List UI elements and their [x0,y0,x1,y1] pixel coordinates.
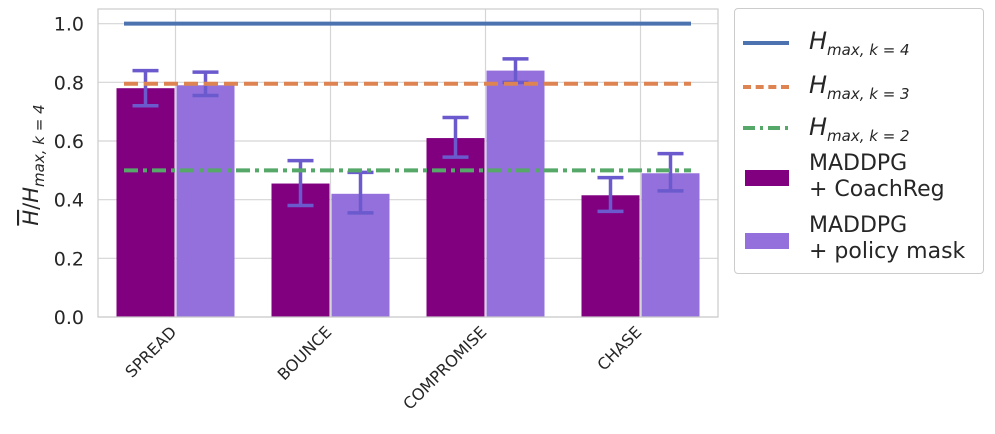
x-tick-labels: SPREAD BOUNCE COMPROMISE CHASE [121,322,645,413]
x-tick-label: BOUNCE [274,322,336,384]
x-tick-label: SPREAD [121,322,180,381]
y-tick-label: 0.4 [54,190,84,212]
legend-label-coachreg: MADDPG + CoachReg [809,151,945,202]
bar [581,195,640,317]
x-tick-label: COMPROMISE [399,322,490,413]
bar [116,88,175,317]
legend-swatch-coachreg [745,170,789,186]
legend-item-coachreg: MADDPG + CoachReg [735,149,983,205]
y-tick-label: 0.8 [54,72,84,94]
bar [426,138,485,317]
error-bars [132,57,684,215]
error-bar [597,175,624,214]
legend-item-policy-mask: MADDPG + policy mask [735,211,983,267]
error-bar [442,115,469,159]
legend-item-hmax-k2: Hmax, k = 2 [735,111,983,151]
legend-label-hmax-k4: Hmax, k = 4 [809,27,910,59]
legend-line-solid [743,41,789,45]
legend-label-policy-mask: MADDPG + policy mask [809,213,966,264]
bar [641,173,700,317]
x-tick-label: CHASE [593,322,645,374]
legend-line-dashed [743,85,789,89]
bars [116,70,700,318]
legend: Hmax, k = 4 Hmax, k = 3 Hmax, k = 2 MADD… [734,8,984,274]
y-axis-label: H/Hmax, k = 4 [19,104,48,225]
plot-frame [97,8,719,318]
legend-swatch-policy-mask [745,233,789,249]
legend-line-dashdot [743,126,789,130]
error-bar [132,68,159,108]
bar [176,85,235,318]
bar [486,70,545,317]
y-tick-label: 0.2 [54,248,84,270]
legend-item-hmax-k3: Hmax, k = 3 [735,69,983,109]
legend-item-hmax-k4: Hmax, k = 4 [735,25,983,65]
error-bar [347,170,374,215]
y-tick-label: 1.0 [54,14,84,36]
legend-label-hmax-k2: Hmax, k = 2 [809,113,910,145]
error-bar [657,151,684,193]
error-bar [287,158,314,208]
svg-text:H/Hmax, k = 4: H/Hmax, k = 4 [19,104,48,225]
reference-lines [124,21,691,173]
y-tick-label: 0.6 [54,131,84,153]
y-tick-label: 0.0 [54,307,84,329]
y-tick-labels: 0.0 0.2 0.4 0.6 0.8 1.0 [54,14,84,329]
legend-label-hmax-k3: Hmax, k = 3 [809,71,910,103]
